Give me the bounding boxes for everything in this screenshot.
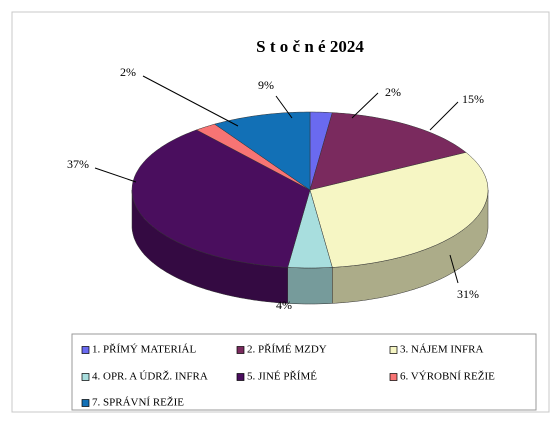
legend-swatch: [81, 373, 90, 381]
slice: [214, 111, 311, 191]
chart-title: S t o č n é 2024: [256, 37, 364, 56]
data-label: 9%: [258, 78, 274, 92]
slice-side: [287, 267, 333, 305]
data-label: 37%: [67, 157, 89, 171]
legend-swatch: [389, 373, 398, 381]
legend-label: 6. VÝROBNÍ REŽIE: [400, 371, 495, 383]
pie: [131, 111, 489, 305]
leader-line: [275, 95, 293, 119]
leader-line: [351, 92, 379, 119]
slice: [287, 189, 333, 269]
data-label: 2%: [120, 65, 136, 79]
data-label: 4%: [276, 298, 292, 312]
slice: [131, 129, 311, 268]
leader-line: [142, 75, 239, 127]
legend-swatch: [81, 346, 90, 354]
slice: [309, 112, 467, 191]
legend-label: 5. JINÉ PŘÍMÉ: [247, 371, 317, 383]
leader-line: [94, 167, 137, 183]
data-label: 31%: [457, 287, 479, 301]
legend-swatch: [81, 399, 90, 407]
slice: [309, 152, 489, 268]
leader-line: [449, 254, 459, 284]
legend-box: [71, 333, 537, 411]
legend-label: 1. PŘÍMÝ MATERIÁL: [92, 344, 196, 356]
legend-label: 4. OPR. A ÚDRŽ. INFRA: [92, 371, 208, 383]
legend-swatch: [389, 346, 398, 354]
legend-label: 3. NÁJEM INFRA: [400, 344, 483, 356]
legend-label: 7. SPRÁVNÍ REŽIE: [92, 397, 184, 409]
legend-swatch: [236, 346, 245, 354]
leader-line: [429, 101, 459, 131]
slice: [195, 123, 311, 191]
legend-label: 2. PŘÍMÉ MZDY: [247, 344, 327, 356]
data-label: 2%: [385, 85, 401, 99]
legend-swatch: [236, 373, 245, 381]
data-label: 15%: [462, 92, 484, 106]
